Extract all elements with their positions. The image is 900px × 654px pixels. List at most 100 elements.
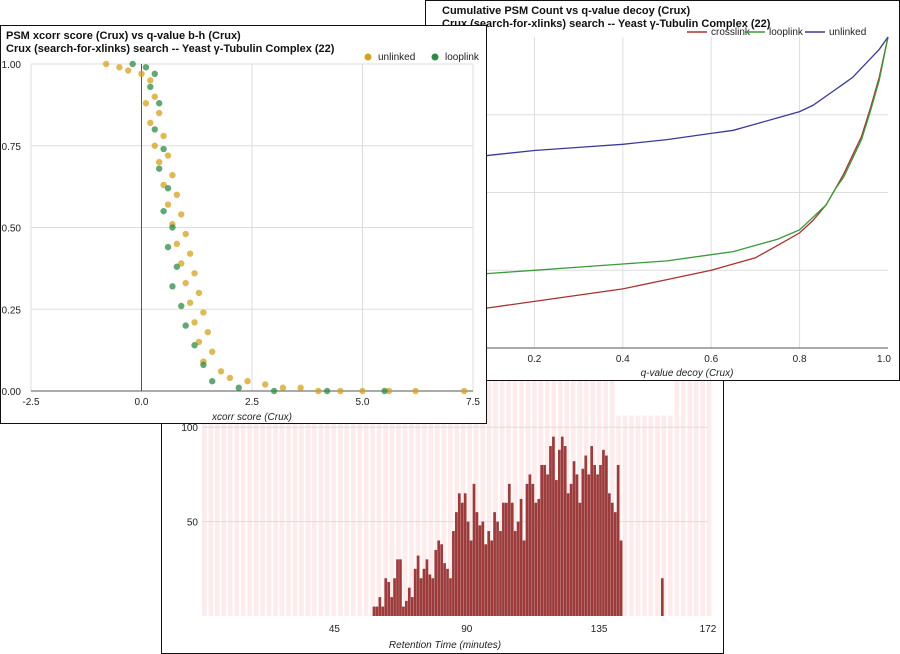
background-column: [467, 380, 473, 616]
data-point-unlinked: [226, 374, 234, 382]
background-column: [253, 415, 259, 616]
background-column: [629, 415, 634, 616]
data-point-unlinked: [200, 309, 207, 316]
data-point-unlinked: [102, 60, 110, 68]
data-point-unlinked: [195, 289, 203, 297]
histogram-bar: [581, 468, 585, 616]
data-point-looplink: [151, 126, 158, 133]
histogram-bar: [593, 464, 596, 616]
histogram-bar: [455, 512, 458, 616]
background-column: [693, 380, 699, 616]
data-point-unlinked: [217, 368, 225, 375]
histogram-bar: [534, 502, 538, 616]
x-tick-label: 172: [700, 624, 717, 635]
cumulative-psm-chart: 0.2 0.4 0.6 0.8 1.0 q-value decoy (Crux) cross…: [445, 27, 891, 379]
data-point-looplink: [178, 302, 185, 310]
background-column: [635, 415, 641, 616]
histogram-bar: [419, 578, 423, 616]
background-column: [460, 380, 466, 616]
data-point-looplink: [155, 100, 163, 107]
background-column: [441, 380, 447, 616]
background-column: [447, 380, 453, 616]
data-point-unlinked: [178, 260, 185, 267]
histogram-bar: [599, 464, 602, 616]
y-tick-label: 100: [181, 423, 198, 434]
background-column: [292, 415, 298, 616]
background-column: [370, 380, 375, 616]
background-column: [473, 380, 479, 616]
histogram-bar: [516, 521, 520, 616]
histogram-bar: [490, 540, 494, 616]
x-tick-label: 0.2: [527, 354, 541, 365]
data-point-unlinked: [337, 387, 344, 395]
data-point-looplink: [155, 165, 163, 172]
histogram-bar: [425, 559, 429, 616]
data-point-unlinked: [178, 211, 185, 218]
data-point-unlinked: [315, 387, 322, 395]
data-point-looplink: [169, 283, 176, 290]
data-point-unlinked: [191, 319, 198, 326]
data-point-unlinked: [155, 109, 163, 117]
x-tick-label: 1.0: [877, 354, 891, 365]
histogram-bar: [410, 597, 414, 616]
histogram-bar: [404, 600, 408, 616]
data-point-unlinked: [209, 348, 216, 355]
histogram-bar: [449, 578, 452, 616]
x-tick-label: -2.5: [22, 397, 40, 408]
background-column: [680, 380, 686, 616]
data-point-unlinked: [164, 152, 172, 159]
x-tick-label: 5.0: [356, 397, 370, 408]
data-point-unlinked: [182, 279, 189, 287]
background-column: [273, 415, 278, 616]
histogram-bar: [531, 483, 535, 616]
x-axis-title: xcorr score (Crux): [211, 412, 292, 423]
data-point-looplink: [160, 207, 167, 215]
background-column: [493, 380, 498, 616]
background-column: [422, 380, 427, 616]
x-tick-label: 7.5: [466, 397, 480, 408]
data-point-looplink: [191, 342, 198, 349]
background-column: [519, 380, 524, 616]
data-point-looplink: [164, 243, 172, 251]
xcorr-scatter-chart: 1.00 0.75 0.50 0.25 0.00-2.5 0.0 2.5 5.0 7.5 xcor…: [2, 52, 481, 423]
background-column: [409, 380, 414, 616]
histogram-bar: [484, 544, 488, 616]
histogram-bar: [569, 483, 573, 616]
histogram-bar: [510, 502, 514, 616]
cumulative-psm-window: Cumulative PSM Count vs q-value decoy (C…: [425, 0, 900, 381]
background-column: [240, 415, 246, 616]
histogram-bar: [457, 493, 461, 616]
background-column: [687, 380, 693, 616]
histogram-bar: [525, 483, 529, 616]
background-column: [396, 380, 401, 616]
cumulative-title-line1: Cumulative PSM Count vs q-value decoy (C…: [442, 5, 691, 17]
histogram-bar: [431, 578, 435, 616]
data-point-unlinked: [262, 381, 269, 388]
histogram-bar: [396, 559, 399, 616]
histogram-bar: [499, 531, 502, 616]
data-point-looplink: [129, 60, 136, 68]
histogram-bar: [375, 606, 379, 616]
histogram-bar: [552, 436, 555, 616]
x-tick-label: 90: [461, 624, 473, 635]
data-point-unlinked: [142, 100, 150, 107]
background-column: [596, 380, 602, 616]
background-column: [331, 380, 337, 616]
histogram-bar: [437, 540, 441, 616]
histogram-bar: [513, 531, 517, 616]
legend-swatch-unlinked: [364, 53, 372, 61]
histogram-bar: [543, 464, 546, 616]
histogram-bar: [481, 521, 485, 616]
histogram-bar: [402, 606, 405, 616]
background-column: [655, 415, 660, 616]
data-point-unlinked: [160, 181, 167, 189]
background-column: [499, 380, 505, 616]
histogram-bar: [478, 525, 482, 616]
background-column: [622, 415, 628, 616]
histogram-bar: [393, 578, 396, 616]
histogram-bar: [584, 455, 588, 616]
histogram-bar: [472, 483, 476, 616]
histogram-bar: [607, 493, 611, 616]
background-column: [350, 380, 356, 616]
histogram-bar: [493, 512, 496, 616]
